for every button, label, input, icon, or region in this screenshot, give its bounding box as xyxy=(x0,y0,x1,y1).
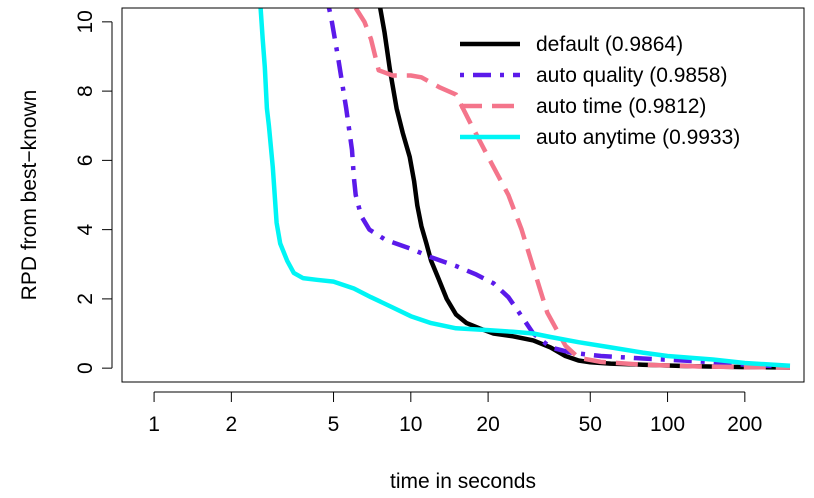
series-line-3 xyxy=(353,8,791,370)
x-axis: 1 2 5 10 20 50 100 200 xyxy=(148,391,762,436)
x-tick-label: 2 xyxy=(226,413,238,436)
plot-frame xyxy=(121,7,805,383)
x-tick-label: 50 xyxy=(579,413,602,436)
x-tick-label: 10 xyxy=(399,413,422,436)
y-tick-label: 8 xyxy=(74,85,97,97)
x-tick-label: 200 xyxy=(727,413,762,436)
series-line-4 xyxy=(258,8,791,368)
legend: default (0.9864) auto quality (0.9858) aut… xyxy=(460,33,740,149)
y-tick-label: 6 xyxy=(74,155,97,167)
y-tick-label: 10 xyxy=(74,10,97,33)
x-axis-label: time in seconds xyxy=(390,470,536,493)
series-line-2 xyxy=(326,8,791,370)
legend-label-4: auto anytime (0.9933) xyxy=(536,126,740,149)
x-tick-label: 1 xyxy=(148,413,160,436)
x-tick-label: 100 xyxy=(650,413,685,436)
y-tick-label: 4 xyxy=(74,223,97,235)
y-tick-label: 0 xyxy=(74,362,97,374)
legend-label-2: auto quality (0.9858) xyxy=(536,64,727,87)
y-tick-label: 2 xyxy=(74,293,97,305)
x-tick-label: 5 xyxy=(328,413,340,436)
legend-label-3: auto time (0.9812) xyxy=(536,95,706,118)
series-layer xyxy=(258,8,791,370)
legend-label-1: default (0.9864) xyxy=(536,33,683,56)
y-axis: 0 2 4 6 8 10 xyxy=(74,10,113,374)
x-tick-label: 20 xyxy=(476,413,499,436)
y-axis-label: RPD from best−known xyxy=(18,90,41,301)
